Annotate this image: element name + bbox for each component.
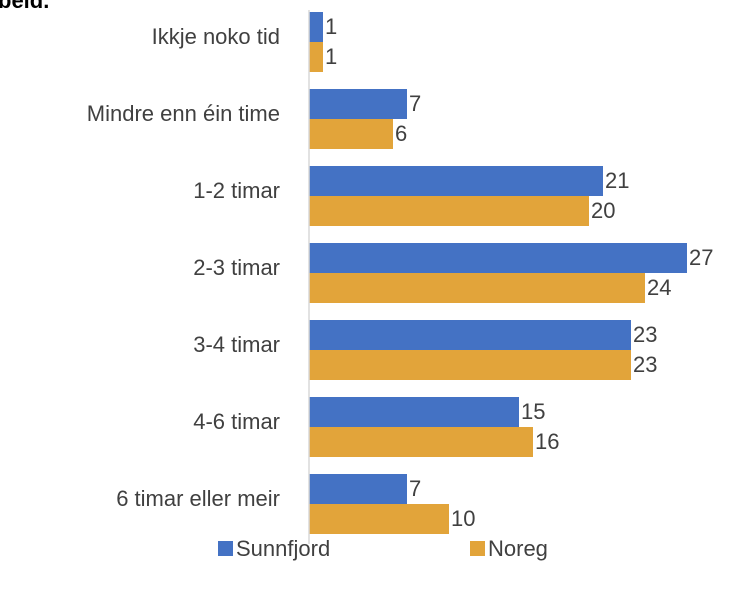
bar [309,196,589,226]
bar [309,89,407,119]
bar [309,474,407,504]
bar [309,273,645,303]
bar [309,243,687,273]
data-label: 23 [633,322,657,347]
data-label: 7 [409,91,421,116]
y-tick-label: Ikkje noko tid [152,24,280,49]
data-label: 27 [689,245,713,270]
data-label: 20 [591,198,615,223]
bar [309,12,323,42]
bar [309,320,631,350]
legend-swatch [470,541,485,556]
y-tick-label: 3-4 timar [193,332,280,357]
y-tick-label: Mindre enn éin time [87,101,280,126]
data-label: 21 [605,168,629,193]
bar [309,42,323,72]
data-label: 24 [647,275,671,300]
data-label: 16 [535,429,559,454]
legend-swatch [218,541,233,556]
data-label: 1 [325,14,337,39]
y-tick-label: 1-2 timar [193,178,280,203]
y-tick-label: 6 timar eller meir [116,486,280,511]
bar [309,119,393,149]
bar [309,427,533,457]
bar [309,166,603,196]
y-tick-label: 2-3 timar [193,255,280,280]
bar [309,350,631,380]
data-label: 10 [451,506,475,531]
chart-title: beid. [0,0,49,13]
data-label: 15 [521,399,545,424]
bar [309,397,519,427]
data-label: 1 [325,44,337,69]
data-label: 7 [409,476,421,501]
bar [309,504,449,534]
legend-label: Noreg [488,536,548,561]
legend-label: Sunnfjord [236,536,330,561]
y-tick-label: 4-6 timar [193,409,280,434]
data-label: 6 [395,121,407,146]
data-label: 23 [633,352,657,377]
